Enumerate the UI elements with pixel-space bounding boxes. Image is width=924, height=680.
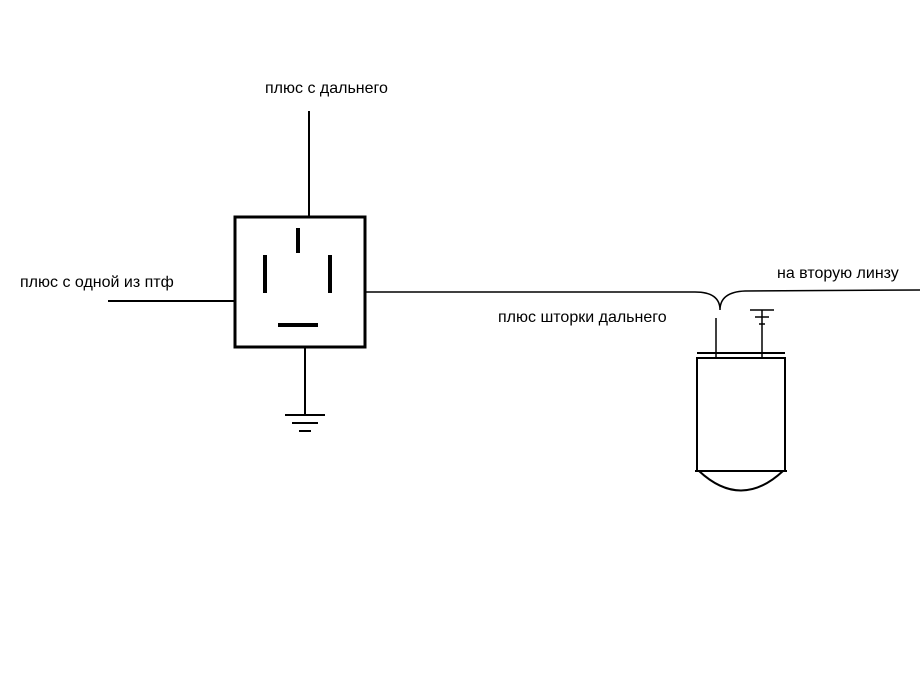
- label-top: плюс с дальнего: [265, 80, 388, 98]
- ground-symbol-relay: [285, 415, 325, 431]
- wire-right: [365, 290, 920, 310]
- lamp-symbol: [695, 353, 787, 491]
- relay-box: [235, 217, 365, 347]
- label-center-right: плюс шторки дальнего: [498, 309, 667, 327]
- label-left: плюс с одной из птф: [20, 274, 174, 292]
- label-right: на вторую линзу: [777, 265, 899, 283]
